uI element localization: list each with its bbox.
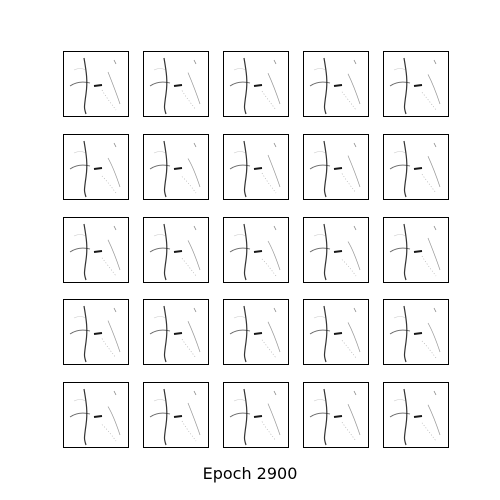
sample-image: [224, 383, 288, 447]
sample-tile: [223, 217, 289, 283]
sample-tile: [63, 299, 129, 365]
sample-image: [384, 135, 448, 199]
sample-image: [384, 300, 448, 364]
sample-tile: [383, 134, 449, 200]
sample-image: [144, 52, 208, 116]
sample-image: [304, 300, 368, 364]
sample-image: [144, 300, 208, 364]
sample-tile: [303, 51, 369, 117]
sample-tile: [303, 299, 369, 365]
sample-image: [144, 135, 208, 199]
sample-tile: [383, 51, 449, 117]
sample-image: [384, 218, 448, 282]
sample-tile: [143, 382, 209, 448]
sample-tile: [143, 134, 209, 200]
sample-image: [144, 383, 208, 447]
sample-image: [224, 135, 288, 199]
sample-tile: [383, 382, 449, 448]
sample-tile: [303, 134, 369, 200]
sample-image: [304, 218, 368, 282]
sample-image: [304, 135, 368, 199]
sample-tile: [143, 51, 209, 117]
sample-image: [224, 300, 288, 364]
sample-tile: [63, 134, 129, 200]
sample-tile: [223, 299, 289, 365]
sample-tile: [223, 382, 289, 448]
sample-grid: [63, 51, 449, 448]
sample-tile: [383, 217, 449, 283]
sample-image: [144, 218, 208, 282]
sample-image: [304, 52, 368, 116]
sample-tile: [143, 299, 209, 365]
sample-image: [304, 383, 368, 447]
sample-image: [64, 52, 128, 116]
sample-image: [384, 383, 448, 447]
sample-tile: [223, 51, 289, 117]
sample-tile: [63, 217, 129, 283]
sample-tile: [303, 382, 369, 448]
sample-image: [64, 300, 128, 364]
sample-image: [64, 135, 128, 199]
sample-tile: [63, 51, 129, 117]
sample-image: [64, 218, 128, 282]
sample-image: [64, 383, 128, 447]
sample-image: [224, 52, 288, 116]
sample-tile: [303, 217, 369, 283]
sample-tile: [143, 217, 209, 283]
sample-image: [224, 218, 288, 282]
epoch-caption: Epoch 2900: [202, 464, 298, 483]
sample-tile: [383, 299, 449, 365]
sample-tile: [223, 134, 289, 200]
sample-image: [384, 52, 448, 116]
sample-tile: [63, 382, 129, 448]
